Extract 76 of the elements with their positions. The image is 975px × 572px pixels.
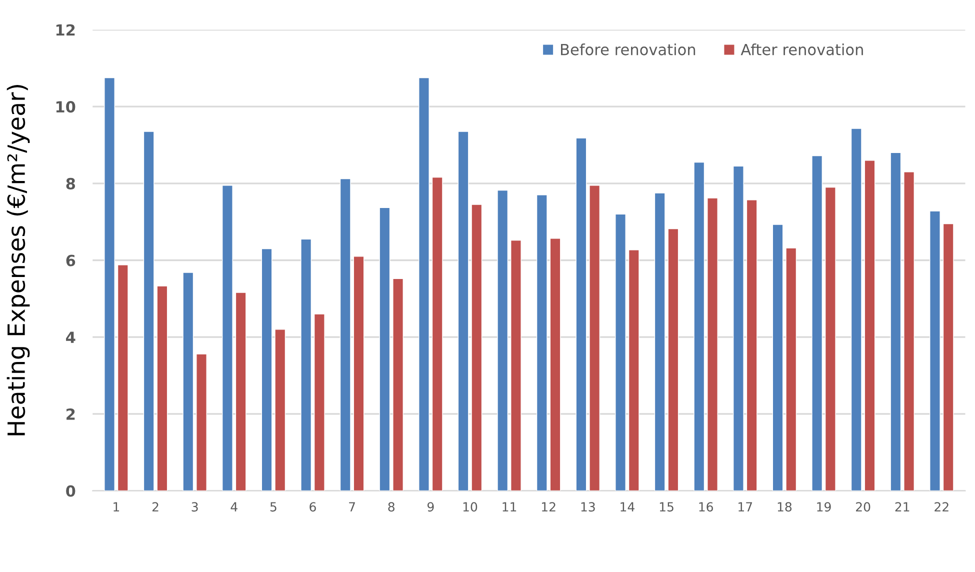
bar: [812, 155, 823, 491]
bar: [694, 162, 705, 491]
y-tick-label: 2: [66, 408, 75, 420]
x-tick-label: 1: [114, 502, 120, 512]
bar: [143, 131, 154, 491]
bar: [890, 152, 902, 491]
x-tick-label: 13: [581, 502, 595, 512]
x-tick-label: 3: [192, 502, 198, 512]
bar: [576, 138, 587, 491]
x-tick-label: 18: [778, 502, 792, 512]
y-tick-label: 6: [66, 254, 76, 266]
bar: [550, 238, 561, 491]
bar: [668, 228, 679, 491]
bar: [418, 77, 430, 491]
y-tick-label: 12: [56, 24, 75, 36]
x-tick-label: 5: [270, 502, 276, 512]
x-tick-label: 17: [738, 502, 752, 512]
x-tick-label: 8: [388, 502, 394, 512]
y-axis-title: Heating Expenses (€/m²/year): [6, 85, 30, 436]
x-tick-label: 16: [699, 502, 713, 512]
y-tick-label: 0: [66, 485, 76, 497]
bar: [654, 192, 666, 491]
bar: [300, 238, 312, 491]
bar: [615, 214, 626, 491]
bar: [156, 286, 168, 491]
bar: [353, 256, 364, 491]
bar: [628, 250, 640, 491]
bar: [942, 223, 954, 491]
y-tick-label: 4: [66, 332, 76, 343]
x-tick-label: 15: [660, 502, 674, 512]
bar: [824, 186, 836, 491]
bar: [340, 178, 351, 491]
y-tick-label: 10: [56, 101, 76, 113]
bar: [471, 204, 482, 491]
bar: [497, 190, 508, 491]
bar: [772, 224, 784, 491]
bar: [850, 128, 862, 491]
x-tick-label: 9: [427, 502, 434, 512]
x-tick-label: 11: [502, 502, 516, 512]
x-tick-label: 21: [895, 502, 910, 512]
x-tick-label: 10: [463, 502, 478, 512]
bar: [117, 264, 128, 491]
bar: [196, 354, 207, 491]
bar: [314, 314, 325, 491]
bar: [732, 166, 744, 491]
legend-label: Before renovation: [561, 43, 696, 56]
x-tick-label: 14: [620, 502, 634, 512]
x-tick-label: 22: [934, 502, 948, 512]
bar: [182, 272, 194, 491]
bar: [786, 248, 797, 491]
x-tick-label: 20: [856, 502, 870, 512]
x-tick-label: 12: [542, 502, 556, 512]
bar: [261, 248, 272, 491]
bar: [864, 160, 876, 491]
bar: [432, 176, 443, 491]
bar: [589, 184, 600, 491]
bar: [235, 292, 246, 491]
bar: [222, 184, 233, 491]
y-tick-label: 8: [66, 178, 76, 190]
legend-label: After renovation: [740, 43, 863, 56]
bar: [930, 210, 940, 491]
bar: [536, 194, 548, 491]
bar: [458, 131, 469, 491]
x-tick-label: 7: [349, 502, 355, 512]
bar: [274, 329, 286, 491]
bar: [746, 200, 758, 491]
x-tick-label: 6: [310, 502, 316, 512]
x-tick-label: 4: [230, 502, 238, 512]
bar: [379, 207, 390, 491]
bar: [707, 198, 718, 491]
bar: [904, 172, 914, 491]
bar: [104, 77, 115, 491]
x-tick-label: 2: [152, 502, 158, 512]
x-tick-label: 19: [817, 502, 831, 512]
bar: [510, 240, 522, 491]
bar: [392, 278, 404, 491]
